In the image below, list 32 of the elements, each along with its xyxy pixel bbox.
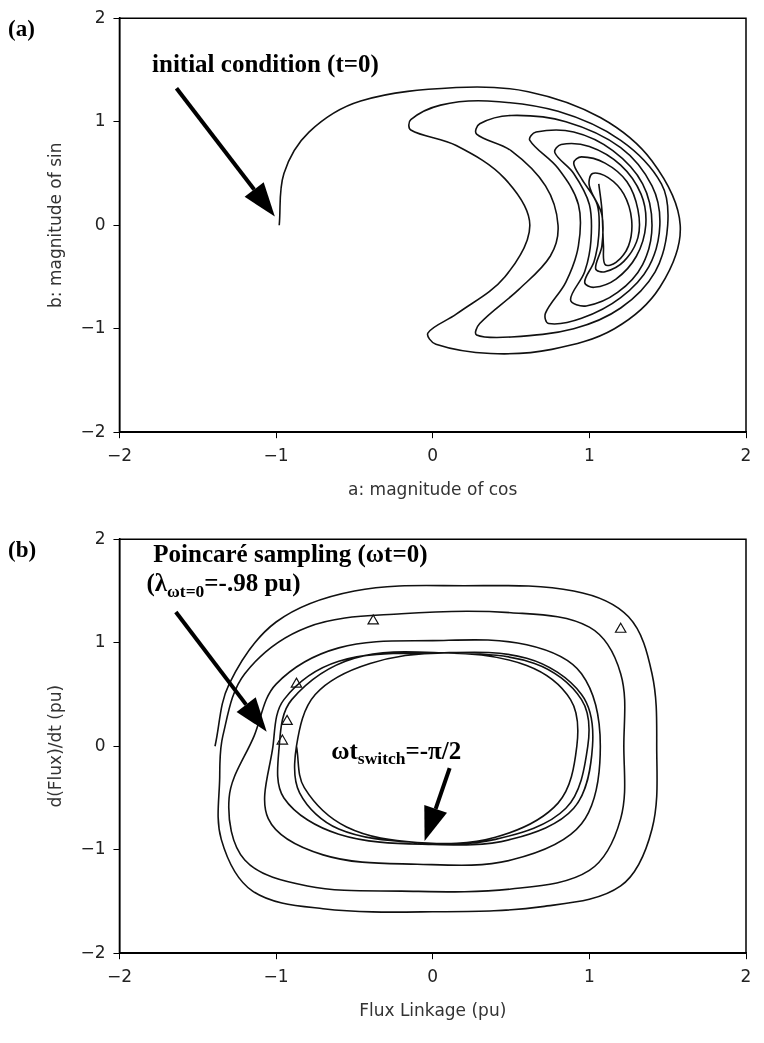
line-series	[278, 86, 682, 355]
x-tick-label: −1	[263, 444, 289, 465]
point	[367, 614, 380, 625]
y-axis-title: d(Flux)/dt (pu)	[44, 684, 65, 808]
x-tick-label: 1	[583, 965, 595, 986]
annotation: Poincaré sampling (ωt=0)	[153, 540, 428, 569]
y-tick-label: −1	[80, 838, 106, 859]
x-tick-label: 0	[427, 444, 439, 465]
y-tick-label: 2	[94, 6, 106, 27]
y-tick-label: −2	[80, 941, 106, 962]
x-tick-label: −1	[263, 965, 289, 986]
y-tick-label: 2	[94, 527, 106, 548]
x-tick-label: 0	[427, 965, 439, 986]
point	[614, 622, 627, 633]
y-tick-label: −2	[80, 420, 106, 441]
y-tick-label: 1	[94, 631, 106, 652]
chart-title: (b)	[8, 537, 37, 563]
point	[290, 677, 303, 688]
point	[276, 734, 289, 745]
point	[281, 714, 293, 725]
chart-title: (a)	[8, 16, 35, 42]
x-tick-label: 2	[740, 965, 752, 986]
x-axis-title: Flux Linkage (pu)	[359, 1000, 507, 1021]
x-tick-label: 1	[583, 444, 595, 465]
y-axis-title: b: magnitude of sin	[44, 142, 65, 308]
x-tick-label: 2	[740, 444, 752, 465]
y-tick-label: 1	[94, 110, 106, 131]
y-tick-label: −1	[80, 317, 106, 338]
x-axis-title: a: magnitude of cos	[348, 479, 518, 500]
y-tick-label: 0	[94, 734, 106, 755]
annotation: initial condition (t=0)	[152, 49, 379, 78]
y-tick-label: 0	[94, 213, 106, 234]
